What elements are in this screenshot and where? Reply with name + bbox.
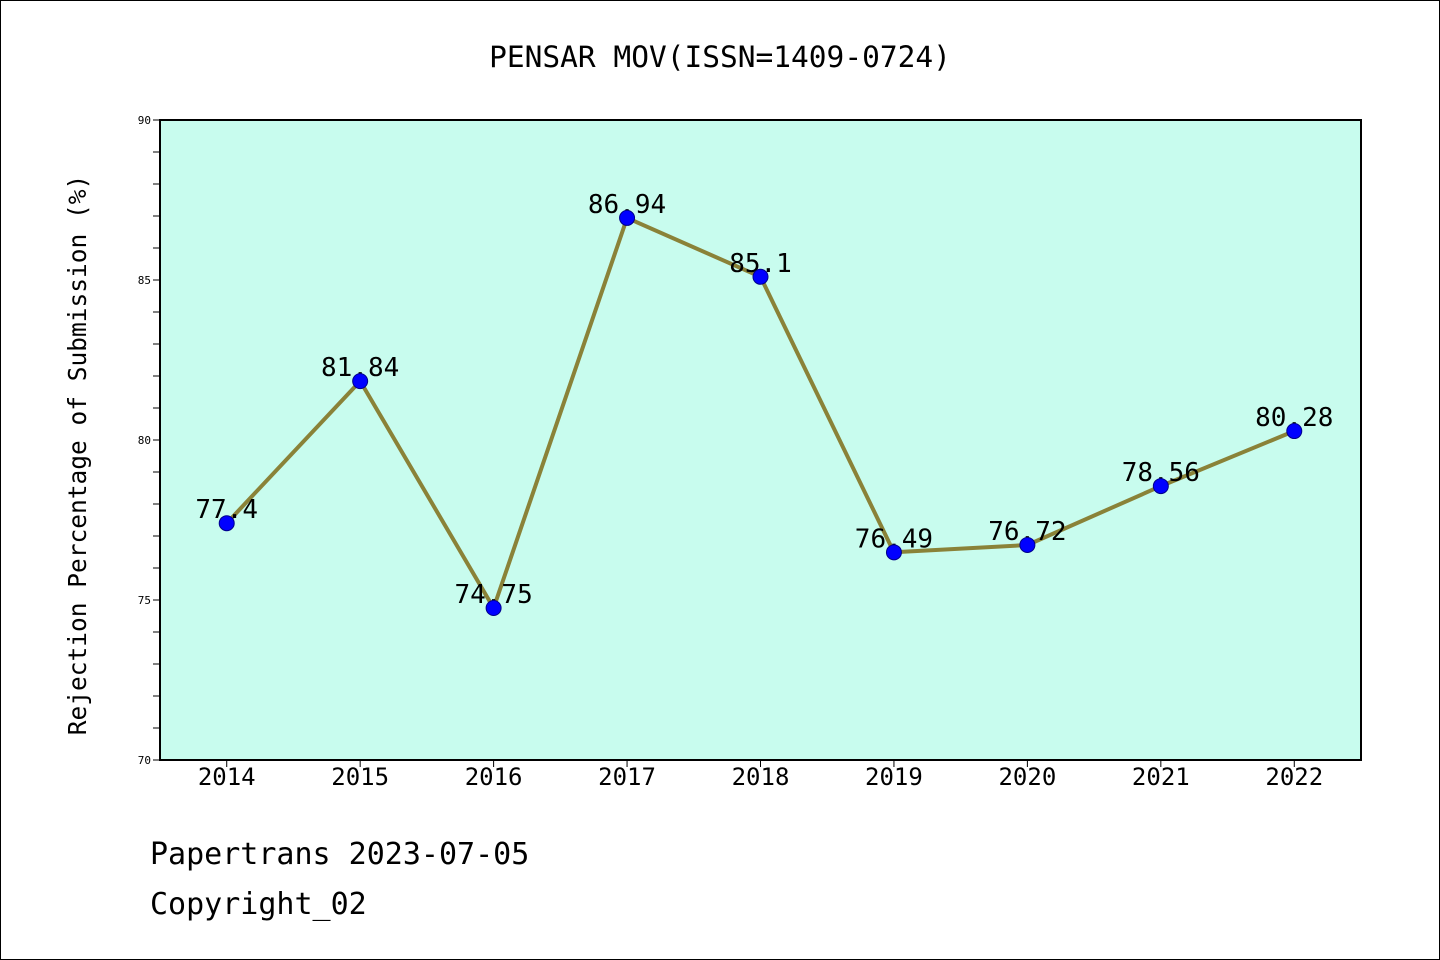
- data-point: [752, 268, 769, 285]
- x-tick-label: 2018: [732, 763, 790, 791]
- y-axis: 70 75 80 85 90: [138, 114, 160, 767]
- data-point: [218, 515, 235, 532]
- data-point: [1286, 423, 1303, 440]
- y-tick-label: 85: [138, 274, 151, 287]
- x-tick-label: 2016: [465, 763, 523, 791]
- x-tick-label: 2020: [998, 763, 1056, 791]
- x-tick-label: 2017: [598, 763, 656, 791]
- footer-source: Papertrans 2023-07-05: [150, 837, 529, 872]
- y-tick-label: 70: [138, 754, 151, 767]
- y-tick-label: 80: [138, 434, 151, 447]
- x-tick-label: 2015: [331, 763, 389, 791]
- x-tick-label: 2021: [1132, 763, 1190, 791]
- chart-title: PENSAR MOV(ISSN=1409-0724): [489, 40, 951, 74]
- plot-background: [160, 120, 1361, 760]
- data-point: [1152, 478, 1169, 495]
- data-point: [885, 544, 902, 561]
- y-tick-label: 75: [138, 594, 151, 607]
- data-point: [352, 373, 369, 390]
- data-point: [619, 209, 636, 226]
- data-point: [485, 600, 502, 616]
- data-points: [218, 209, 1303, 616]
- data-point: [1019, 536, 1036, 553]
- x-tick-label: 2019: [865, 763, 923, 791]
- x-tick-label: 2022: [1265, 763, 1323, 791]
- y-axis-label: Rejection Percentage of Submission (%): [63, 175, 92, 736]
- y-tick-label: 90: [138, 114, 151, 127]
- footer-copyright: Copyright_02: [150, 887, 367, 922]
- x-axis: 2014 2015 2016 2017 2018 2019 2020 2021 2022: [198, 760, 1323, 791]
- plot-frame: [159, 119, 1362, 761]
- x-tick-label: 2014: [198, 763, 256, 791]
